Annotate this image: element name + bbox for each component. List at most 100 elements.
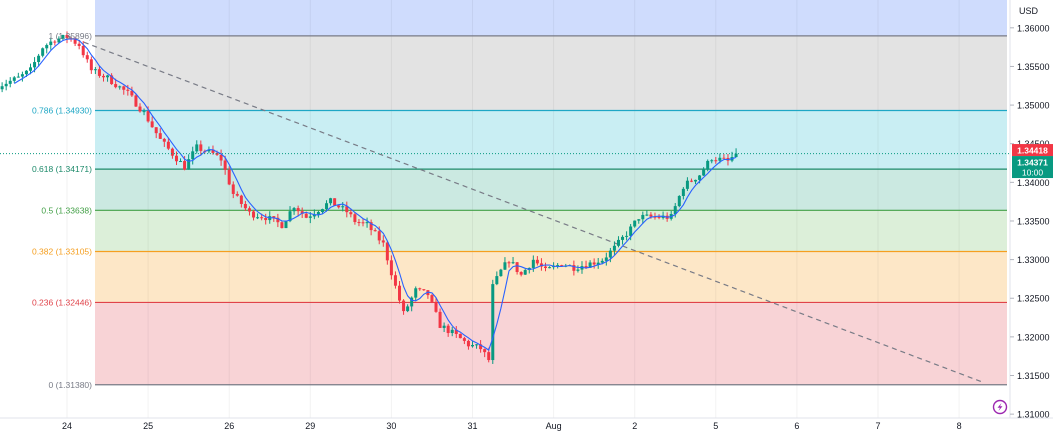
candle-body-13 bbox=[49, 41, 53, 46]
candle-body-148 bbox=[596, 262, 600, 265]
bar-countdown-label: 10:00 bbox=[1022, 168, 1044, 178]
candle-body-153 bbox=[616, 239, 620, 246]
candle-body-104 bbox=[418, 288, 422, 290]
candle-body-130 bbox=[523, 270, 527, 275]
candle-body-159 bbox=[641, 214, 645, 220]
candle-body-132 bbox=[531, 259, 535, 268]
candle-body-47 bbox=[187, 159, 191, 170]
candle-body-15 bbox=[57, 38, 61, 43]
candle-body-118 bbox=[475, 344, 479, 346]
trendline[interactable] bbox=[66, 35, 984, 384]
candle-body-71 bbox=[284, 221, 288, 229]
fib-level-lines[interactable] bbox=[95, 35, 1007, 386]
candle-body-102 bbox=[410, 297, 414, 307]
current-price-badge bbox=[1012, 156, 1053, 179]
candle-body-14 bbox=[53, 41, 57, 43]
candle-body-8 bbox=[29, 67, 33, 71]
fib-zone-2 bbox=[95, 110, 1007, 170]
candle-body-138 bbox=[556, 265, 560, 267]
candle-body-1 bbox=[0, 86, 4, 90]
candle-body-156 bbox=[629, 226, 633, 236]
candle-body-2 bbox=[4, 83, 8, 87]
x-tick-label-5: 31 bbox=[467, 421, 477, 431]
candle-body-68 bbox=[272, 216, 276, 218]
candle-body-136 bbox=[548, 267, 552, 269]
fib-zone-1 bbox=[95, 35, 1007, 111]
x-tick-label-8: 5 bbox=[713, 421, 718, 431]
fib-zone-fills bbox=[95, 0, 1007, 385]
trendline-layer[interactable] bbox=[66, 35, 984, 384]
candle-body-72 bbox=[288, 211, 292, 222]
candle-body-45 bbox=[179, 161, 183, 163]
grid bbox=[66, 0, 960, 418]
x-axis[interactable]: 24 25 26 29 30 31 Aug 2 5 6 7 8 bbox=[0, 417, 1053, 434]
candle-body-81 bbox=[325, 203, 329, 210]
candle-body-86 bbox=[345, 206, 349, 213]
x-tick-label-6: Aug bbox=[546, 421, 562, 431]
candle-body-173 bbox=[698, 175, 702, 180]
candle-body-26 bbox=[101, 75, 105, 78]
candle-body-113 bbox=[454, 329, 458, 334]
y-tick-label-9: 1.31500 bbox=[1017, 371, 1050, 381]
y-tick-label-0: 1.36000 bbox=[1017, 23, 1050, 33]
candle-body-53 bbox=[211, 149, 215, 153]
candle-body-44 bbox=[174, 155, 178, 162]
candle-body-90 bbox=[361, 222, 365, 224]
candle-body-60 bbox=[239, 195, 243, 204]
candle-body-78 bbox=[312, 214, 316, 217]
candle-body-42 bbox=[166, 141, 170, 149]
candle-body-80 bbox=[320, 209, 324, 213]
candle-body-100 bbox=[402, 300, 406, 312]
candle-body-172 bbox=[694, 179, 698, 182]
candle-body-23 bbox=[89, 59, 93, 71]
y-tick-label-2: 1.35000 bbox=[1017, 101, 1050, 111]
candle-body-63 bbox=[252, 211, 256, 218]
candle-body-123 bbox=[495, 276, 499, 285]
candle-body-147 bbox=[592, 262, 596, 265]
candle-body-151 bbox=[608, 250, 612, 258]
x-tick-label-9: 6 bbox=[794, 421, 799, 431]
candle-body-114 bbox=[458, 333, 462, 339]
candle-body-85 bbox=[341, 206, 345, 208]
candle-body-125 bbox=[503, 262, 507, 270]
candle-body-95 bbox=[381, 240, 385, 243]
candle-body-20 bbox=[77, 43, 81, 46]
candle-body-77 bbox=[308, 216, 312, 218]
fib-label-0.618: 0.618 (1.34171) bbox=[32, 164, 92, 174]
candle-body-163 bbox=[657, 216, 661, 218]
candle-body-41 bbox=[162, 138, 166, 142]
candle-body-146 bbox=[588, 262, 592, 268]
candle-body-83 bbox=[333, 198, 337, 206]
x-tick-label-10: 7 bbox=[875, 421, 880, 431]
candle-body-133 bbox=[535, 259, 539, 264]
fib-zone-3 bbox=[95, 169, 1007, 211]
candle-body-40 bbox=[158, 133, 162, 139]
x-tick-label-11: 8 bbox=[957, 421, 962, 431]
candle-body-117 bbox=[471, 344, 474, 347]
candle-body-76 bbox=[304, 213, 308, 218]
lightning-icon[interactable] bbox=[992, 399, 1008, 415]
candle-body-55 bbox=[219, 154, 223, 161]
candle-body-149 bbox=[600, 260, 604, 263]
candle-body-108 bbox=[434, 301, 438, 312]
x-tick-label-0: 24 bbox=[62, 421, 72, 431]
candle-body-94 bbox=[377, 231, 381, 241]
candle-body-73 bbox=[292, 208, 296, 212]
candle-body-174 bbox=[702, 169, 706, 176]
candle-body-116 bbox=[466, 340, 470, 347]
candle-body-126 bbox=[507, 262, 511, 264]
y-axis[interactable]: USD 1.360001.355001.350001.345001.340001… bbox=[1009, 0, 1053, 434]
candle-body-49 bbox=[195, 144, 199, 152]
candles bbox=[0, 31, 738, 364]
candle-body-103 bbox=[414, 288, 418, 298]
candle-body-82 bbox=[329, 198, 333, 204]
candle-body-75 bbox=[300, 211, 304, 214]
candle-body-34 bbox=[134, 95, 138, 107]
candle-body-129 bbox=[519, 272, 523, 275]
moving-average-layer bbox=[14, 38, 737, 351]
candle-body-110 bbox=[442, 325, 446, 328]
candle-body-182 bbox=[734, 153, 738, 158]
fib-label-1: 1 (1.35896) bbox=[49, 31, 93, 41]
